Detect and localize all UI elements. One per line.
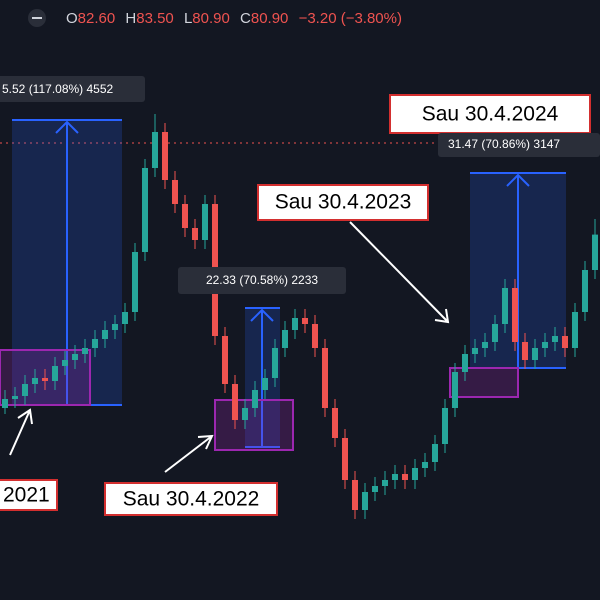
candle-body [572,312,578,348]
candle-body [312,324,318,348]
candles [2,114,598,519]
close-label: C [240,10,251,27]
header: O82.60 H83.50 L80.90 C80.90 −3.20 (−3.80… [28,9,402,27]
candle-body [372,486,378,492]
candle-body [512,288,518,342]
candle-body [72,354,78,360]
candle-body [32,378,38,384]
candle-body [562,336,568,348]
pointer-arrow [9,408,33,456]
candle-body [162,132,168,180]
change: −3.20 (−3.80%) [299,10,402,27]
candle-body [482,342,488,348]
candle-body [42,378,48,381]
annotations: 2021 Sau 30.4.2022 Sau 30.4.2023 Sau 30.… [0,76,600,516]
ohlc: O82.60 H83.50 L80.90 C80.90 −3.20 (−3.80… [66,10,402,27]
candle-body [322,348,328,408]
candle-body [2,399,8,408]
candle-body [352,480,358,510]
candle-body [12,396,18,399]
candle-body [22,384,28,396]
candle-body [452,372,458,408]
candle-body [202,204,208,240]
candle-body [472,348,478,354]
candle-body [462,354,468,372]
candle-body [82,348,88,354]
candle-body [402,474,408,480]
label-box [257,184,429,221]
candle-body [122,312,128,324]
candle-body [552,336,558,342]
candle-body [442,408,448,444]
candle-body [342,438,348,480]
measure-label-box [178,267,346,294]
measure-label: 31.47 (70.86%) 3147 [448,137,560,151]
measure-label-box [438,133,600,157]
candle-body [192,228,198,240]
candle-body [332,408,338,438]
measure-label-box [0,76,145,102]
candle-body [262,378,268,390]
candle-body [592,234,598,270]
candle-body [362,492,368,510]
candle-body [252,390,258,408]
range-box [214,399,294,451]
candle-body [382,480,388,486]
candle-body [282,330,288,348]
date-label: 2021 [3,484,50,507]
candle-body [242,408,248,420]
close-value: 80.90 [251,10,289,27]
candle-body [232,384,238,420]
candle-body [292,318,298,330]
pointer-arrow [349,221,450,324]
candle-body [172,180,178,204]
candle-body [52,366,58,381]
label-box [104,482,278,516]
candle-body [522,342,528,360]
open-value: 82.60 [78,10,116,27]
low-label: L [184,10,192,27]
candle-body [412,468,418,480]
candle-body [152,132,158,168]
range-box [449,367,519,398]
high-value: 83.50 [136,10,174,27]
candle-body [582,270,588,312]
candle-body [182,204,188,228]
candle-body [92,339,98,348]
candle-body [502,288,508,324]
measure-arrow [55,120,79,405]
measure-label: 5.52 (117.08%) 4552 [2,82,114,96]
date-label: Sau 30.4.2023 [275,191,412,214]
candle-body [432,444,438,462]
open-label: O [66,10,78,27]
candle-body [222,336,228,384]
candle-body [422,462,428,468]
candle-body [542,342,548,348]
date-label: Sau 30.4.2022 [123,488,260,511]
candle-body [532,348,538,360]
candle-body [112,324,118,330]
high-label: H [125,10,136,27]
candle-body [302,318,308,324]
label-box [0,479,58,511]
candle-body [62,360,68,366]
measure-label: 22.33 (70.58%) 2233 [206,273,318,287]
date-label: Sau 30.4.2024 [422,103,559,126]
candle-body [102,330,108,339]
candle-body [142,168,148,252]
low-value: 80.90 [192,10,230,27]
pointer-arrow [164,434,214,473]
candle-body [492,324,498,342]
candle-body [132,252,138,312]
candle-body [272,348,278,378]
candle-body [392,474,398,480]
